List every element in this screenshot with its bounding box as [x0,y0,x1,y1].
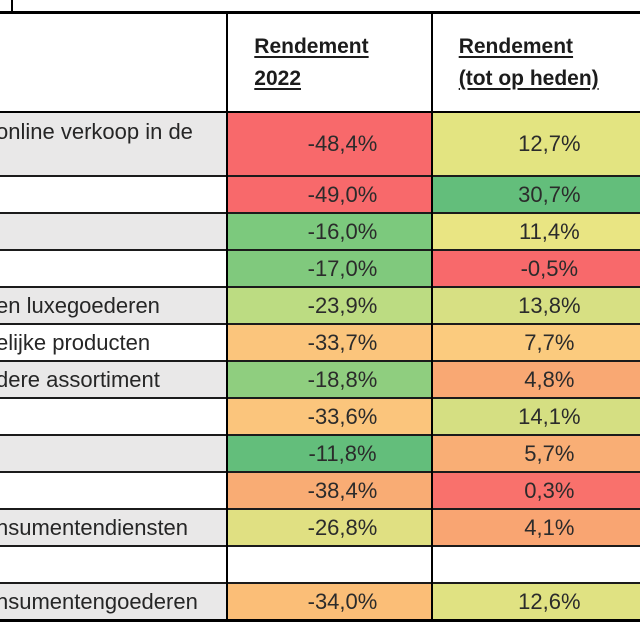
cell-rendement-heden: 0,3% [430,471,640,509]
cell-rendement-2022 [226,545,432,583]
row-label-cell [0,249,228,287]
header-rendement-heden: Rendement (tot op heden) [430,12,640,113]
header-rendement-2022: Rendement 2022 [226,12,432,113]
cell-rendement-heden: 4,1% [430,508,640,546]
cell-rendement-2022: -33,7% [226,323,432,361]
table-row: -38,4% 0,3% [0,471,640,509]
header-2022-line2: 2022 [254,66,301,90]
cell-rendement-2022: -38,4% [226,471,432,509]
row-label-cell [0,434,228,472]
row-label-cell [0,471,228,509]
header-2022-line1: Rendement [254,34,369,58]
table-row: elijke producten -33,7% 7,7% [0,323,640,361]
cell-rendement-2022: -18,8% [226,360,432,398]
row-label-cell: elijke producten [0,323,228,361]
cell-rendement-2022: -26,8% [226,508,432,546]
row-label-cell [0,545,228,583]
header-rendement-heden-text: Rendement (tot op heden) [433,31,640,95]
row-label-cell [0,175,228,213]
cell-rendement-2022: -17,0% [226,249,432,287]
row-label: en luxegoederen [0,292,160,318]
cell-rendement-heden: 13,8% [430,286,640,324]
row-label: dere assortiment [0,366,160,392]
table-row: -33,6% 14,1% [0,397,640,435]
table-row: -17,0% -0,5% [0,249,640,287]
cell-rendement-heden: 14,1% [430,397,640,435]
row-label: nsumentengoederen [0,588,198,614]
cropped-upper-row-border [11,0,13,12]
cell-rendement-2022: -49,0% [226,175,432,213]
table-row: en luxegoederen -23,9% 13,8% [0,286,640,324]
cell-rendement-2022: -33,6% [226,397,432,435]
row-label-cell: nsumentengoederen [0,582,228,621]
cell-rendement-heden: 11,4% [430,212,640,250]
cell-rendement-heden: 7,7% [430,323,640,361]
header-label-cell [0,12,228,113]
returns-table-wrap: Rendement 2022 Rendement (tot op heden) … [0,11,640,622]
row-label-cell: nsumentendiensten [0,508,228,546]
row-label-cell [0,397,228,435]
header-row: Rendement 2022 Rendement (tot op heden) [0,12,640,113]
header-heden-line2: (tot op heden) [458,66,599,90]
cell-rendement-heden: -0,5% [430,249,640,287]
row-label: nsumentendiensten [0,514,189,540]
cell-rendement-2022: -16,0% [226,212,432,250]
row-label-cell: en luxegoederen [0,286,228,324]
table-row: -11,8% 5,7% [0,434,640,472]
cell-rendement-2022: -23,9% [226,286,432,324]
cell-rendement-2022: -11,8% [226,434,432,472]
returns-table: Rendement 2022 Rendement (tot op heden) … [0,11,640,622]
header-rendement-2022-text: Rendement 2022 [228,31,430,95]
table-row: online verkoop in de -48,4% 12,7% [0,111,640,176]
row-label: online verkoop in de [0,119,193,144]
empty-row [0,545,640,583]
cell-rendement-heden: 12,6% [430,582,640,621]
row-label: elijke producten [0,329,151,355]
cell-rendement-2022: -48,4% [226,111,432,176]
header-heden-line1: Rendement [458,34,574,58]
cell-rendement-heden [430,545,640,583]
row-label-cell: dere assortiment [0,360,228,398]
table-row: nsumentendiensten -26,8% 4,1% [0,508,640,546]
table-row: nsumentengoederen -34,0% 12,6% [0,582,640,621]
cell-rendement-heden: 30,7% [430,175,640,213]
table-row: dere assortiment -18,8% 4,8% [0,360,640,398]
table-row: -49,0% 30,7% [0,175,640,213]
cell-rendement-heden: 4,8% [430,360,640,398]
cell-rendement-heden: 12,7% [430,111,640,176]
table-row: -16,0% 11,4% [0,212,640,250]
cell-rendement-heden: 5,7% [430,434,640,472]
cell-rendement-2022: -34,0% [226,582,432,621]
row-label-cell [0,212,228,250]
row-label-cell: online verkoop in de [0,111,228,176]
